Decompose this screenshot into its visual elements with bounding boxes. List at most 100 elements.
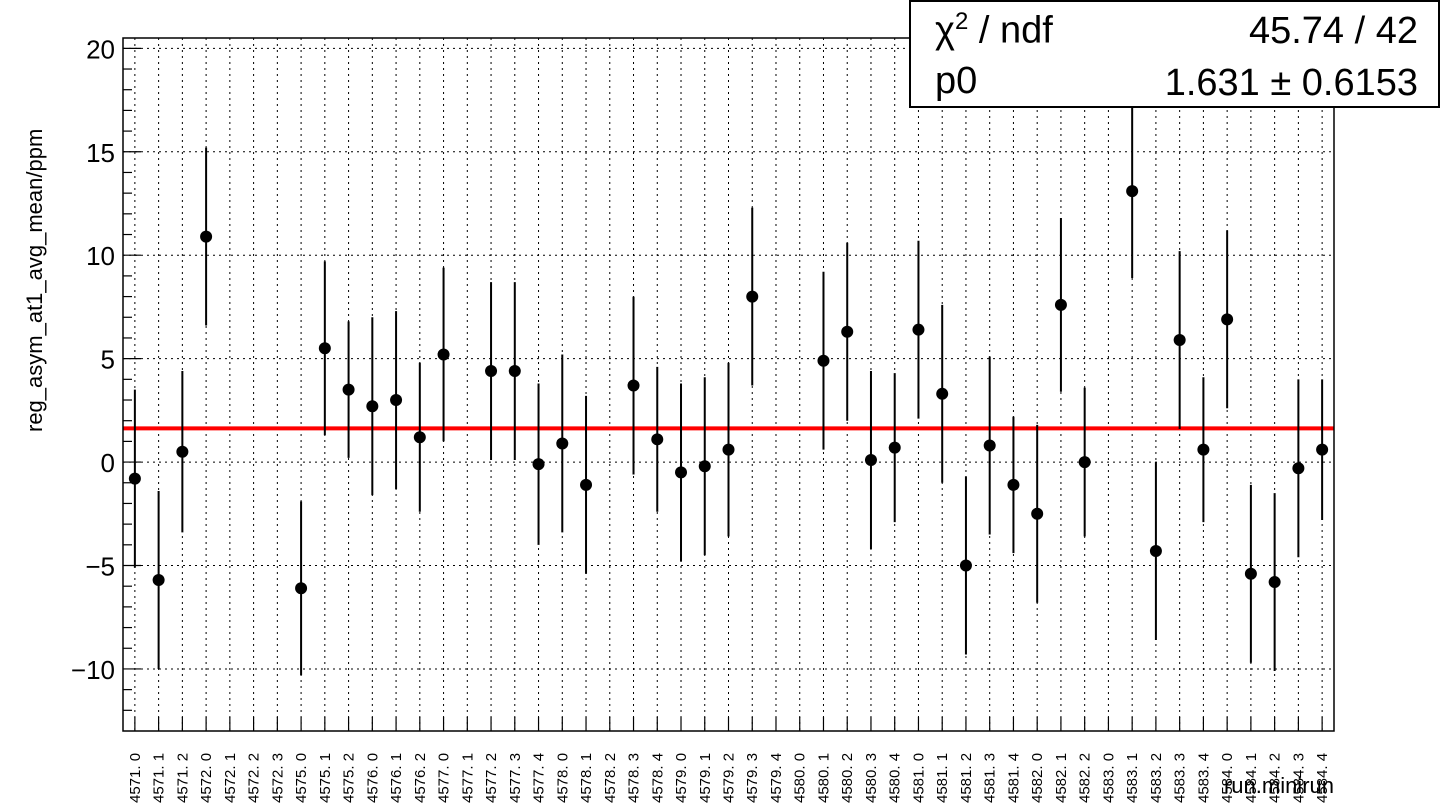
data-point — [1292, 462, 1305, 475]
y-tick-label: 0 — [101, 448, 115, 478]
data-point — [556, 437, 569, 450]
data-point — [959, 559, 972, 572]
x-tick-label: 4579. 3 — [744, 753, 761, 803]
x-tick-label: 4584. 4 — [1314, 753, 1331, 803]
x-tick-label: 4572. 0 — [198, 753, 215, 803]
y-tick-label: −10 — [71, 655, 115, 685]
data-point — [817, 354, 830, 367]
data-point — [366, 400, 379, 413]
data-point — [176, 445, 189, 458]
p0-value: 1.631 ± 0.6153 — [1164, 62, 1418, 104]
x-tick-label: 4579. 0 — [673, 753, 690, 803]
x-tick-label: 4584. 0 — [1219, 753, 1236, 803]
data-point — [437, 348, 450, 361]
x-tick-label: 4580. 4 — [887, 753, 904, 803]
x-tick-label: 4572. 2 — [246, 753, 263, 803]
labels-layer: −10 −5 0 5 10 15 20 4571. 0 4571. 1 4571. 2 4572. … — [22, 34, 1334, 803]
data-point — [485, 365, 498, 378]
data-point — [1078, 456, 1091, 469]
x-tick-label: 4577. 4 — [531, 753, 548, 803]
x-tick-label: 4578. 2 — [602, 753, 619, 803]
x-tick-label: 4581. 4 — [1005, 753, 1022, 803]
x-tick-label: 4581. 2 — [958, 753, 975, 803]
data-point — [936, 387, 949, 400]
data-point — [1007, 478, 1020, 491]
data-point — [1197, 443, 1210, 456]
data-point — [413, 431, 426, 444]
x-tick-label: 4581. 3 — [982, 753, 999, 803]
x-tick-label: 4579. 1 — [697, 753, 714, 803]
data-point — [152, 573, 165, 586]
data-point — [1268, 576, 1281, 589]
x-tick-label: 4579. 2 — [721, 753, 738, 803]
data-point — [1149, 545, 1162, 558]
x-tick-label: 4583. 3 — [1172, 753, 1189, 803]
data-point — [698, 460, 711, 473]
x-tick-label: 4578. 0 — [554, 753, 571, 803]
x-tick-label: 4572. 1 — [222, 753, 239, 803]
y-tick-label: 10 — [86, 241, 115, 271]
data-point — [1054, 298, 1067, 311]
x-tick-label: 4577. 0 — [436, 753, 453, 803]
data-point — [1126, 185, 1139, 198]
data-point — [983, 439, 996, 452]
data-point — [627, 379, 640, 392]
x-axis-title: run.minirun — [1224, 773, 1334, 798]
x-tick-label: 4584. 2 — [1267, 753, 1284, 803]
points-layer — [128, 104, 1329, 676]
x-tick-label: 4576. 2 — [412, 753, 429, 803]
y-axis-title: reg_asym_at1_avg_mean/ppm — [22, 129, 47, 432]
fit-stats-box: χ2 / ndf 45.74 / 42 p0 1.631 ± 0.6153 — [909, 0, 1440, 108]
data-point — [675, 466, 688, 479]
x-tick-label: 4577. 2 — [483, 753, 500, 803]
x-tick-label: 4583. 2 — [1148, 753, 1165, 803]
data-point — [722, 443, 735, 456]
y-tick-label: 15 — [86, 138, 115, 168]
x-tick-label: 4571. 0 — [127, 753, 144, 803]
x-tick-label: 4582. 2 — [1077, 753, 1094, 803]
x-tick-label: 4576. 1 — [388, 753, 405, 803]
x-tick-label: 4578. 1 — [578, 753, 595, 803]
data-point — [1031, 507, 1044, 520]
x-tick-label: 4579. 4 — [768, 753, 785, 803]
data-point — [1173, 334, 1186, 347]
x-tick-label: 4572. 3 — [269, 753, 286, 803]
data-point — [912, 323, 925, 336]
x-tick-label: 4580. 2 — [839, 753, 856, 803]
x-tick-label: 4576. 0 — [364, 753, 381, 803]
data-point — [342, 383, 355, 396]
x-tick-label: 4575. 1 — [317, 753, 334, 803]
data-point — [841, 325, 854, 338]
data-point — [390, 394, 403, 407]
data-point — [532, 458, 545, 471]
data-point — [1221, 313, 1234, 326]
x-tick-label: 4580. 0 — [792, 753, 809, 803]
x-tick-label: 4581. 0 — [910, 753, 927, 803]
data-point — [200, 230, 213, 243]
x-tick-label: 4582. 0 — [1029, 753, 1046, 803]
x-tick-label: 4583. 1 — [1124, 753, 1141, 803]
axis-layer — [122, 37, 1335, 732]
x-tick-label: 4575. 0 — [293, 753, 310, 803]
x-tick-label: 4583. 4 — [1195, 753, 1212, 803]
x-tick-label: 4580. 3 — [863, 753, 880, 803]
data-point — [295, 582, 308, 595]
data-point — [1244, 567, 1257, 580]
data-point — [888, 441, 901, 454]
data-point — [651, 433, 664, 446]
data-point — [864, 454, 877, 467]
x-tick-label: 4571. 1 — [151, 753, 168, 803]
data-point — [508, 365, 521, 378]
data-point — [1316, 443, 1329, 456]
x-tick-label: 4581. 1 — [934, 753, 951, 803]
x-tick-label: 4575. 2 — [341, 753, 358, 803]
x-tick-label: 4584. 3 — [1290, 753, 1307, 803]
data-point — [580, 478, 593, 491]
x-tick-label: 4578. 3 — [626, 753, 643, 803]
p0-label: p0 — [935, 60, 978, 102]
data-point — [318, 342, 331, 355]
data-point — [746, 290, 759, 303]
x-tick-label: 4578. 4 — [649, 753, 666, 803]
x-tick-label: 4577. 3 — [507, 753, 524, 803]
